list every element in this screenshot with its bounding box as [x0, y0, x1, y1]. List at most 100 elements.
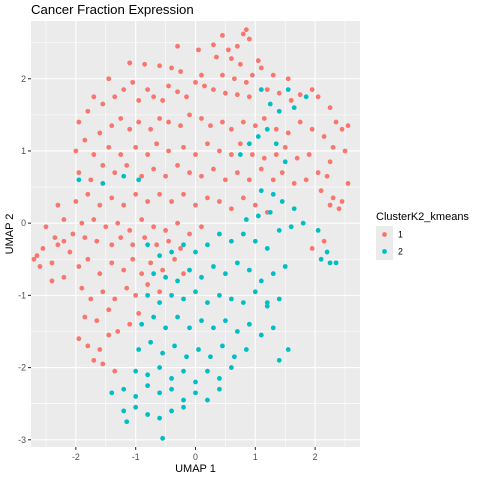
cluster-1-point: [330, 195, 336, 201]
cluster-1-point: [109, 123, 115, 129]
cluster-2-point: [315, 227, 321, 233]
cluster-1-point: [228, 126, 234, 132]
cluster-2-point: [181, 397, 186, 403]
cluster-1-point: [193, 202, 198, 208]
cluster-1-point: [85, 343, 91, 349]
cluster-1-point: [181, 144, 186, 150]
cluster-1-point: [208, 123, 213, 129]
cluster-2-point: [240, 231, 246, 237]
cluster-1-point: [121, 202, 127, 208]
cluster-1-point: [196, 47, 201, 53]
cluster-1-point: [246, 36, 252, 42]
cluster-2-point: [252, 289, 258, 295]
cluster-2-point: [264, 300, 270, 305]
cluster-1-point: [288, 98, 294, 103]
cluster-2-point: [228, 365, 234, 370]
cluster-2-point: [255, 213, 261, 219]
cluster-1-point: [109, 195, 115, 201]
cluster-1-point: [151, 224, 157, 230]
cluster-1-point: [246, 177, 252, 183]
cluster-1-point: [91, 94, 97, 100]
cluster-2-point: [267, 101, 273, 107]
cluster-2-point: [282, 159, 288, 165]
cluster-2-point: [145, 372, 151, 378]
cluster-1-point: [321, 238, 327, 244]
cluster-2-point: [217, 376, 222, 381]
cluster-1-point: [178, 246, 183, 251]
cluster-1-point: [184, 94, 189, 100]
cluster-1-point: [49, 260, 55, 266]
cluster-2-point: [288, 224, 294, 230]
cluster-1-point: [106, 144, 112, 150]
cluster-1-point: [130, 242, 136, 248]
cluster-1-point: [339, 126, 345, 132]
cluster-1-point: [130, 256, 136, 262]
cluster-1-point: [220, 72, 225, 78]
cluster-2-point: [223, 318, 228, 324]
cluster-1-point: [88, 177, 94, 183]
cluster-1-point: [136, 119, 142, 125]
cluster-2-point: [181, 404, 186, 410]
cluster-1-point: [148, 126, 154, 132]
cluster-2-point: [285, 87, 291, 92]
cluster-2-point: [175, 314, 180, 320]
legend-entries: 12: [376, 226, 403, 260]
cluster-1-point: [109, 242, 115, 248]
cluster-1-point: [199, 224, 204, 230]
cluster-1-point: [124, 163, 130, 168]
cluster-2-point: [243, 347, 249, 352]
cluster-1-point: [282, 144, 288, 150]
cluster-1-point: [273, 152, 279, 157]
cluster-1-point: [249, 152, 255, 157]
cluster-2-point: [136, 347, 142, 352]
cluster-2-point: [258, 278, 264, 284]
cluster-1-point: [163, 173, 168, 179]
cluster-2-point: [187, 267, 192, 273]
cluster-1-point: [148, 260, 154, 266]
cluster-1-point: [336, 206, 342, 212]
cluster-2-point: [291, 206, 297, 212]
cluster-1-point: [181, 271, 186, 277]
cluster-2-point: [163, 325, 168, 331]
cluster-2-point: [145, 242, 151, 248]
cluster-2-point: [264, 126, 270, 132]
x-tick-label: -1: [132, 452, 140, 462]
cluster-1-point: [270, 177, 276, 183]
cluster-2-point: [145, 383, 151, 389]
cluster-2-point: [333, 260, 339, 266]
cluster-1-point: [67, 249, 73, 255]
cluster-2-point: [273, 141, 279, 147]
cluster-1-point: [234, 92, 240, 98]
cluster-2-point: [121, 408, 127, 414]
cluster-1-point: [187, 231, 192, 237]
cluster-1-point: [220, 119, 225, 125]
x-tick-label: 2: [313, 452, 318, 462]
cluster-2-point: [205, 397, 210, 403]
cluster-1-point: [327, 202, 333, 208]
cluster-1-point: [121, 87, 127, 92]
cluster-2-point: [157, 390, 163, 396]
axis-layer: -2 -1 0 1 2 -3 -2 -1 0 1 2: [18, 74, 318, 462]
cluster-1-point: [154, 242, 160, 248]
cluster-2-point: [160, 435, 166, 441]
cluster-1-point: [345, 123, 351, 129]
cluster-1-point: [76, 170, 82, 176]
cluster-2-point: [100, 181, 106, 186]
points-layer: [31, 27, 351, 441]
cluster-1-point: [237, 61, 243, 67]
cluster-2-point: [246, 321, 252, 327]
cluster-1-point: [163, 227, 168, 233]
cluster-2-point: [169, 376, 174, 381]
cluster-2-point: [76, 177, 82, 183]
cluster-1-point: [61, 274, 67, 280]
cluster-1-point: [202, 83, 207, 89]
cluster-1-point: [297, 92, 303, 98]
cluster-1-point: [270, 72, 276, 78]
cluster-1-point: [91, 217, 97, 222]
cluster-1-point: [40, 246, 46, 251]
legend-label-1: 1: [398, 230, 403, 240]
cluster-2-point: [109, 390, 115, 396]
cluster-2-point: [169, 386, 174, 392]
cluster-2-point: [208, 354, 213, 360]
